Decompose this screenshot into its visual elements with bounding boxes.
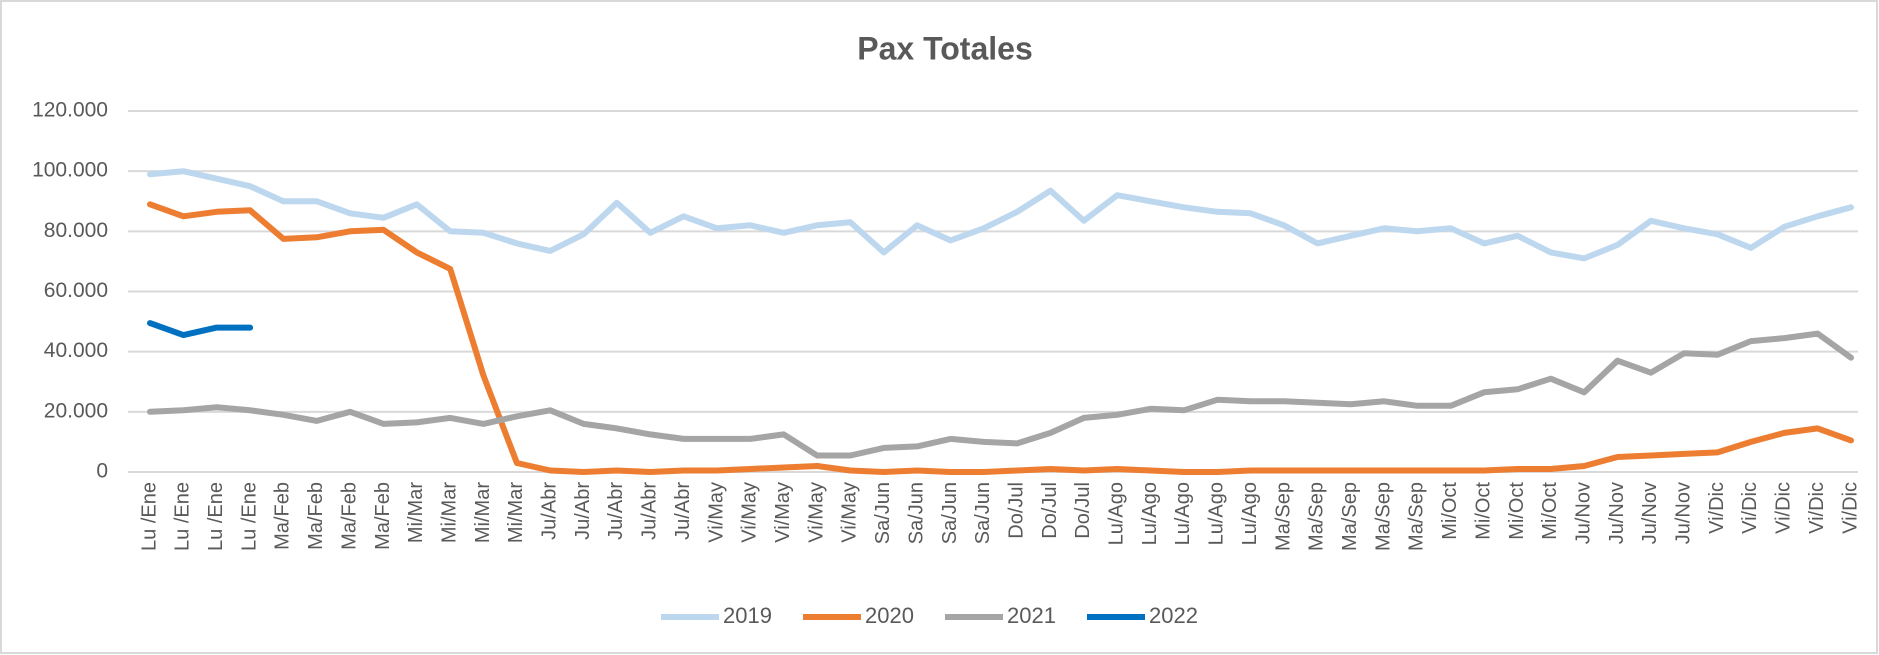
legend-item: 2021 [945,603,1056,628]
y-tick-label: 120.000 [32,99,108,122]
x-tick-label: Ju/Abr [639,482,661,540]
x-tick-label: Mi/Mar [405,482,427,543]
series-line [147,168,1854,262]
x-tick-label: Sa/Jun [972,482,994,544]
y-tick-label: 80.000 [44,219,108,242]
x-tick-label: Vi/Dic [1773,482,1795,534]
x-tick-label: Lu/Ago [1139,482,1161,545]
y-tick-label: 100.000 [32,159,108,182]
x-tick-label: Ju/Nov [1673,482,1695,544]
x-tick-label: Vi/May [705,482,727,543]
legend-label: 2021 [1007,603,1056,628]
legend-label: 2020 [865,603,914,628]
x-tick-label: Lu/Ago [1106,482,1128,545]
x-tick-label: Lu/Ago [1206,482,1228,545]
x-tick-label: Lu/Ago [1172,482,1194,545]
x-tick-label: Vi/Dic [1706,482,1728,534]
x-tick-label: Mi/Mar [438,482,460,543]
series-line [147,330,1854,459]
x-tick-label: Ju/Abr [539,482,561,540]
x-tick-label: Ma/Feb [305,482,327,550]
x-tick-label: Ma/Sep [1372,482,1394,551]
x-tick-label: Lu /Ene [205,482,227,551]
x-tick-label: Mi/Oct [1472,482,1494,540]
x-tick-label: Lu /Ene [172,482,194,551]
x-tick-label: Sa/Jun [905,482,927,544]
x-tick-label: Mi/Oct [1506,482,1528,540]
x-tick-label: Vi/Dic [1739,482,1761,534]
x-tick-label: Lu /Ene [238,482,260,551]
x-tick-label: Vi/May [839,482,861,543]
x-tick-label: Vi/Dic [1806,482,1828,534]
x-tick-label: Ma/Sep [1406,482,1428,551]
x-tick-label: Ju/Nov [1572,482,1594,544]
y-tick-label: 40.000 [44,339,108,362]
x-tick-label: Ma/Sep [1272,482,1294,551]
x-tick-label: Sa/Jun [939,482,961,544]
y-tick-label: 20.000 [44,399,108,422]
x-tick-label: Do/Jul [1039,482,1061,539]
x-tick-label: Mi/Oct [1439,482,1461,540]
x-tick-label: Ma/Feb [272,482,294,550]
x-tick-label: Do/Jul [1005,482,1027,539]
x-tick-label: Ju/Nov [1606,482,1628,544]
y-tick-label: 0 [96,460,108,483]
x-tick-label: Vi/May [805,482,827,543]
x-tick-label: Mi/Oct [1539,482,1561,540]
x-tick-label: Ju/Abr [605,482,627,540]
x-tick-label: Ju/Nov [1639,482,1661,544]
chart-title: Pax Totales [857,30,1032,66]
x-tick-label: Do/Jul [1072,482,1094,539]
legend-label: 2022 [1149,603,1198,628]
y-tick-label: 60.000 [44,279,108,302]
x-tick-label: Ju/Abr [672,482,694,540]
x-tick-label: Lu /Ene [138,482,160,551]
x-tick-label: Mi/Mar [472,482,494,543]
x-tick-label: Ma/Feb [338,482,360,550]
legend-item: 2020 [803,603,914,628]
x-tick-label: Ju/Abr [572,482,594,540]
legend-item: 2019 [661,603,772,628]
x-tick-label: Ma/Feb [372,482,394,550]
legend-item: 2022 [1087,603,1198,628]
x-tick-label: Ma/Sep [1306,482,1328,551]
x-tick-label: Sa/Jun [872,482,894,544]
x-tick-label: Vi/May [772,482,794,543]
x-tick-label: Mi/Mar [505,482,527,543]
series-line [147,201,1854,475]
x-tick-label: Lu/Ago [1239,482,1261,545]
x-tick-label: Vi/Dic [1839,482,1861,534]
x-tick-label: Ma/Sep [1339,482,1361,551]
x-tick-label: Vi/May [739,482,761,543]
legend-label: 2019 [723,603,772,628]
series-line [147,320,254,339]
